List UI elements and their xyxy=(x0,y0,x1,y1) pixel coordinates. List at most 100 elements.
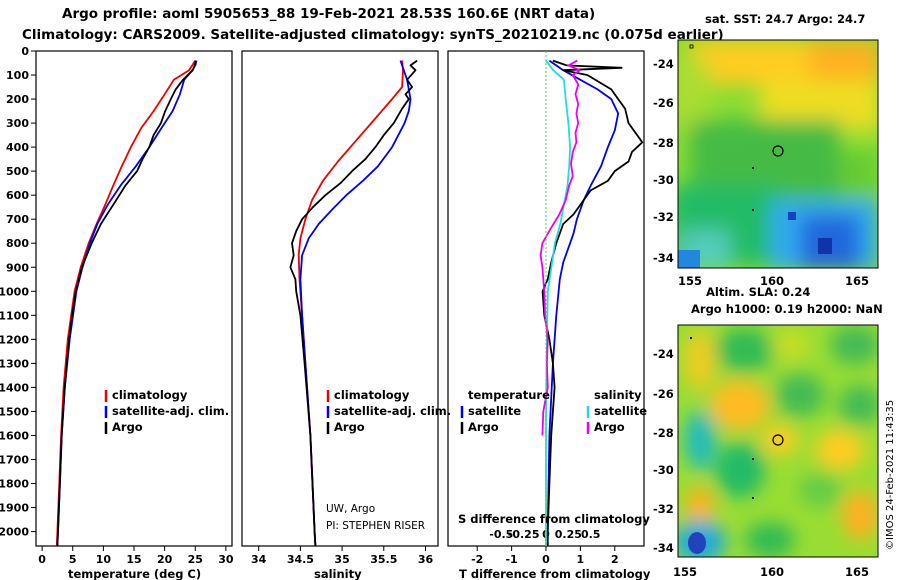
t-difference-axis-label: T difference from climatology xyxy=(459,567,651,580)
sst-lat-tick: -24 xyxy=(653,57,674,71)
s-difference-axis-label: S difference from climatology xyxy=(458,512,650,526)
sst-lon-tick: 155 xyxy=(678,274,702,288)
legend-salinity-header: salinity xyxy=(594,388,642,402)
legend-satellite-label: satellite-adj. clim. xyxy=(334,404,451,418)
sla-lat-tick: -34 xyxy=(653,541,674,555)
depth-tick-label: 1300 xyxy=(0,357,29,370)
sst-lat-tick: -30 xyxy=(653,173,674,187)
x-tick-label: 35.5 xyxy=(370,553,397,566)
depth-tick-label: 0 xyxy=(21,45,29,58)
x-tick-label: 2 xyxy=(611,553,619,566)
legend-t-argo-label: Argo xyxy=(468,420,499,434)
sla-lat-tick: -24 xyxy=(653,347,674,361)
sla-lat-tick: -32 xyxy=(653,502,674,516)
s-diff-tick-label: -0.25 xyxy=(508,528,540,541)
sst-lat-tick: -34 xyxy=(653,251,674,265)
x-tick-label: 10 xyxy=(96,553,112,566)
legend-temperature-header: temperature xyxy=(468,388,550,402)
legend-s-satellite-label: satellite xyxy=(594,404,647,418)
temperature-panel-frame xyxy=(35,50,233,547)
depth-tick-label: 500 xyxy=(6,165,29,178)
sla-lat-tick: -28 xyxy=(653,426,674,440)
sla-lon-tick: 165 xyxy=(845,565,869,579)
sst-lon-tick: 160 xyxy=(760,274,784,288)
sla-map-title-1: Altim. SLA: 0.24 xyxy=(706,285,810,299)
argo-location-marker xyxy=(772,145,784,157)
sst-lon-tick: 165 xyxy=(845,274,869,288)
legend-argo-label: Argo xyxy=(112,420,143,434)
x-tick-label: 35 xyxy=(334,553,349,566)
depth-tick-label: 800 xyxy=(6,237,29,250)
salinity-panel-frame xyxy=(241,50,439,547)
sla-map xyxy=(678,325,878,557)
temperature-axis-label: temperature (deg C) xyxy=(68,567,201,580)
x-tick-label: 34 xyxy=(251,553,267,566)
series-line-t-satellite xyxy=(546,59,620,546)
depth-tick-label: 1900 xyxy=(0,502,29,515)
legend-argo-label: Argo xyxy=(334,420,365,434)
legend-s-argo-label: Argo xyxy=(594,420,625,434)
difference-legend: temperature salinity satellite Argo sate… xyxy=(460,388,647,434)
title-line-1: Argo profile: aoml 5905653_88 19-Feb-202… xyxy=(62,6,596,22)
x-tick-label: 34.5 xyxy=(287,553,314,566)
depth-tick-label: 1400 xyxy=(0,381,29,394)
depth-tick-label: 2000 xyxy=(0,526,29,539)
axes-ticks: 0 5 10 15 20 25 30 34 34.5 35 35.5 36 -2 -1 0 1 2 -0.5-0.… xyxy=(38,528,618,566)
salinity-axis-label: salinity xyxy=(314,567,362,580)
x-tick-label: 15 xyxy=(126,553,141,566)
depth-tick-label: 1600 xyxy=(0,429,29,442)
series-layer xyxy=(55,59,644,547)
x-tick-label: 5 xyxy=(69,553,77,566)
salinity-legend: climatology satellite-adj. clim. Argo UW… xyxy=(326,388,451,532)
depth-tick-label: 600 xyxy=(6,189,29,202)
depth-tick-label: 1800 xyxy=(0,478,29,491)
depth-tick-label: 700 xyxy=(6,213,29,226)
depth-tick-label: 100 xyxy=(6,69,29,82)
depth-tick-label: 1000 xyxy=(0,285,29,298)
sst-lat-tick: -26 xyxy=(653,96,674,110)
depth-tick-label: 1200 xyxy=(0,333,29,346)
sla-lat-tick: -26 xyxy=(653,387,674,401)
depth-tick-label: 900 xyxy=(6,261,29,274)
series-line-argo xyxy=(289,59,418,547)
depth-tick-label: 1700 xyxy=(0,453,29,466)
x-tick-label: 20 xyxy=(157,553,173,566)
x-tick-label: 30 xyxy=(218,553,234,566)
s-diff-tick-label: -0.5 xyxy=(489,528,513,541)
sla-map-frame xyxy=(677,324,879,558)
series-line-climatology xyxy=(297,60,404,547)
sst-map xyxy=(678,40,878,268)
x-tick-label: -2 xyxy=(471,553,483,566)
sst-lat-tick: -32 xyxy=(653,210,674,224)
series-line-satellite-adj-clim- xyxy=(56,60,198,547)
sla-lon-tick: 155 xyxy=(673,565,697,579)
imos-stamp: ©IMOS 24-Feb-2021 11:43:35 xyxy=(885,400,896,550)
legend-t-satellite-label: satellite xyxy=(468,404,521,418)
title-line-2: Climatology: CARS2009. Satellite-adjuste… xyxy=(22,27,724,43)
x-tick-label: 0 xyxy=(38,553,46,566)
temperature-legend: climatology satellite-adj. clim. Argo xyxy=(104,388,229,434)
s-diff-tick-label: 0.5 xyxy=(581,528,601,541)
legend-climatology-label: climatology xyxy=(112,388,188,402)
sst-map-title: sat. SST: 24.7 Argo: 24.7 xyxy=(705,12,865,26)
sla-lat-tick: -30 xyxy=(653,463,674,477)
s-diff-tick-label: 0.25 xyxy=(555,528,582,541)
series-line-argo xyxy=(56,60,197,547)
depth-axis: 0 100 200 300 400 500 600 700 800 900 1000 1100 1200… xyxy=(0,45,36,539)
x-tick-label: 1 xyxy=(577,553,585,566)
legend-satellite-label: satellite-adj. clim. xyxy=(112,404,229,418)
x-tick-label: 36 xyxy=(418,553,434,566)
depth-tick-label: 200 xyxy=(6,93,29,106)
salinity-annotation-1: UW, Argo xyxy=(326,503,375,515)
x-tick-label: 0 xyxy=(542,553,550,566)
series-line-climatology xyxy=(55,60,197,547)
depth-tick-label: 300 xyxy=(6,117,29,130)
sst-map-frame xyxy=(677,39,879,269)
series-line-t-argo xyxy=(541,59,644,546)
depth-tick-label: 400 xyxy=(6,141,29,154)
salinity-annotation-2: PI: STEPHEN RISER xyxy=(326,520,425,532)
sla-lon-tick: 160 xyxy=(760,565,784,579)
x-tick-label: 25 xyxy=(188,553,203,566)
sla-map-title-2: Argo h1000: 0.19 h2000: NaN xyxy=(691,302,883,316)
